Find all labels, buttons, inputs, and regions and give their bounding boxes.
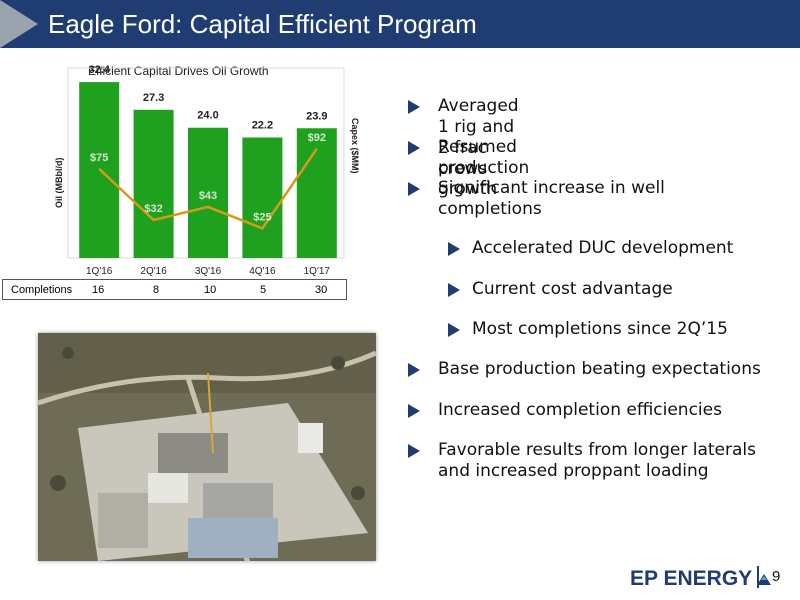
chart-title: Efficient Capital Drives Oil Growth	[88, 64, 269, 78]
capex-line	[98, 148, 318, 230]
bar-value-label: 22.2	[252, 119, 273, 131]
oil-capex-chart: Efficient Capital Drives Oil Growth Oil …	[0, 58, 360, 308]
capex-value-label: $43	[199, 190, 217, 202]
header-bar: Eagle Ford: Capital Efficient Program	[0, 0, 800, 48]
chart-svg: Efficient Capital Drives Oil Growth Oil …	[54, 64, 360, 277]
triangle-bullet-icon	[408, 363, 420, 377]
frac-site-aerial-photo	[38, 333, 376, 561]
x-tick-label: 3Q'16	[195, 266, 222, 277]
chevron-icon	[0, 0, 38, 48]
photo-illustration	[38, 333, 376, 561]
capex-value-label: $25	[253, 211, 271, 223]
triangle-bullet-icon	[408, 182, 420, 196]
triangle-bullet-icon	[408, 404, 420, 418]
page-number: 9	[772, 568, 781, 585]
completions-value: 8	[153, 284, 160, 296]
capex-value-label: $75	[90, 152, 108, 164]
x-tick-label: 1Q'17	[304, 266, 331, 277]
triangle-bullet-icon	[408, 141, 420, 155]
y-axis-label: Oil (MBbl/d)	[54, 158, 64, 209]
completions-value: 30	[315, 284, 328, 296]
logo-mountain-icon	[756, 574, 771, 585]
completions-label: Completions	[11, 284, 73, 296]
triangle-bullet-icon	[408, 444, 420, 458]
slide-title: Eagle Ford: Capital Efficient Program	[48, 9, 477, 39]
x-tick-label: 2Q'16	[140, 266, 167, 277]
triangle-bullet-icon	[448, 323, 460, 337]
ep-energy-logo: EP ENERGY	[630, 567, 771, 590]
footer-divider	[757, 566, 759, 588]
completions-value: 16	[92, 284, 105, 296]
bar-value-label: 23.9	[306, 110, 327, 122]
x-tick-label: 1Q'16	[86, 266, 113, 277]
completions-value: 10	[204, 284, 217, 296]
oil-bar	[242, 137, 283, 258]
completions-value: 5	[260, 284, 267, 296]
bar-value-label: 24.0	[197, 110, 218, 122]
y2-axis-label: Capex ($MM)	[350, 118, 360, 174]
triangle-bullet-icon	[448, 242, 460, 256]
capex-value-label: $32	[144, 203, 162, 215]
capex-value-label: $92	[308, 132, 326, 144]
x-tick-label: 4Q'16	[249, 266, 276, 277]
bar-value-label: 32.4	[88, 64, 110, 76]
oil-bar	[188, 127, 228, 258]
completions-row: Completions 16 8 10 5 30	[2, 279, 347, 300]
triangle-bullet-icon	[408, 100, 420, 114]
oil-bar	[133, 109, 174, 258]
oil-bar	[296, 128, 337, 258]
triangle-bullet-icon	[448, 283, 460, 297]
bar-value-label: 27.3	[143, 92, 164, 104]
